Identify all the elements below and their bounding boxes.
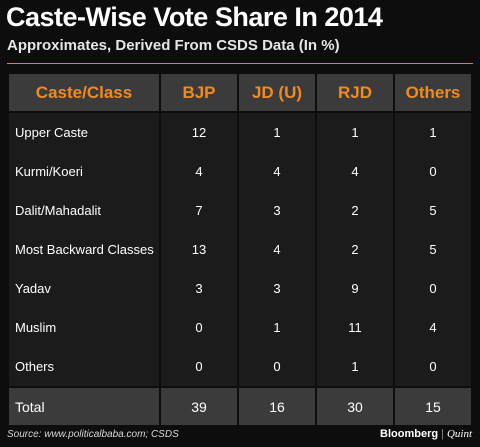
cell-bjp: 13 (161, 230, 237, 269)
header-row: Caste/Class BJP JD (U) RJD Others (9, 74, 471, 113)
row-label: Kurmi/Koeri (9, 152, 159, 191)
cell-bjp: 0 (161, 347, 237, 386)
cell-jdu: 4 (239, 230, 315, 269)
table-row: Yadav 3 3 9 0 (9, 269, 471, 308)
cell-others: 5 (395, 230, 471, 269)
table-row: Muslim 0 1 11 4 (9, 308, 471, 347)
cell-jdu: 1 (239, 113, 315, 152)
cell-others: 0 (395, 152, 471, 191)
table-row: Kurmi/Koeri 4 4 4 0 (9, 152, 471, 191)
cell-bjp: 12 (161, 113, 237, 152)
column-header-others: Others (395, 74, 471, 113)
source-note: Source: www.politicalbaba.com; CSDS (7, 429, 179, 440)
vote-share-table: Caste/Class BJP JD (U) RJD Others Upper … (7, 74, 473, 425)
chart-subtitle: Approximates, Derived From CSDS Data (In… (7, 37, 340, 54)
cell-others: 0 (395, 347, 471, 386)
total-row: Total 39 16 30 15 (9, 386, 471, 425)
brand-logo: Bloomberg | Quint (380, 428, 472, 440)
total-label: Total (9, 386, 159, 425)
cell-rjd: 1 (317, 113, 393, 152)
chart-title: Caste-Wise Vote Share In 2014 (6, 2, 383, 32)
total-cell-jdu: 16 (239, 386, 315, 425)
cell-others: 5 (395, 191, 471, 230)
table-row: Others 0 0 1 0 (9, 347, 471, 386)
cell-jdu: 3 (239, 269, 315, 308)
cell-rjd: 11 (317, 308, 393, 347)
cell-jdu: 4 (239, 152, 315, 191)
brand-primary: Bloomberg (380, 428, 439, 440)
cell-jdu: 0 (239, 347, 315, 386)
brand-secondary: Quint (446, 428, 472, 440)
total-cell-bjp: 39 (161, 386, 237, 425)
cell-bjp: 7 (161, 191, 237, 230)
column-header-bjp: BJP (161, 74, 237, 113)
cell-jdu: 3 (239, 191, 315, 230)
table-row: Dalit/Mahadalit 7 3 2 5 (9, 191, 471, 230)
column-header-caste: Caste/Class (9, 74, 159, 113)
title-divider (7, 63, 473, 64)
cell-rjd: 2 (317, 230, 393, 269)
column-header-jdu: JD (U) (239, 74, 315, 113)
row-label: Muslim (9, 308, 159, 347)
cell-rjd: 9 (317, 269, 393, 308)
cell-bjp: 4 (161, 152, 237, 191)
total-cell-others: 15 (395, 386, 471, 425)
cell-rjd: 2 (317, 191, 393, 230)
row-label: Yadav (9, 269, 159, 308)
row-label: Others (9, 347, 159, 386)
row-label: Dalit/Mahadalit (9, 191, 159, 230)
row-label: Upper Caste (9, 113, 159, 152)
cell-jdu: 1 (239, 308, 315, 347)
table-row: Upper Caste 12 1 1 1 (9, 113, 471, 152)
total-cell-rjd: 30 (317, 386, 393, 425)
cell-others: 4 (395, 308, 471, 347)
table-body: Upper Caste 12 1 1 1 Kurmi/Koeri 4 4 4 0 Dalit/Mah… (9, 113, 471, 386)
brand-separator: | (441, 428, 444, 440)
column-header-rjd: RJD (317, 74, 393, 113)
table-row: Most Backward Classes 13 4 2 5 (9, 230, 471, 269)
cell-others: 0 (395, 269, 471, 308)
cell-bjp: 3 (161, 269, 237, 308)
row-label: Most Backward Classes (9, 230, 159, 269)
cell-others: 1 (395, 113, 471, 152)
cell-rjd: 4 (317, 152, 393, 191)
cell-rjd: 1 (317, 347, 393, 386)
cell-bjp: 0 (161, 308, 237, 347)
